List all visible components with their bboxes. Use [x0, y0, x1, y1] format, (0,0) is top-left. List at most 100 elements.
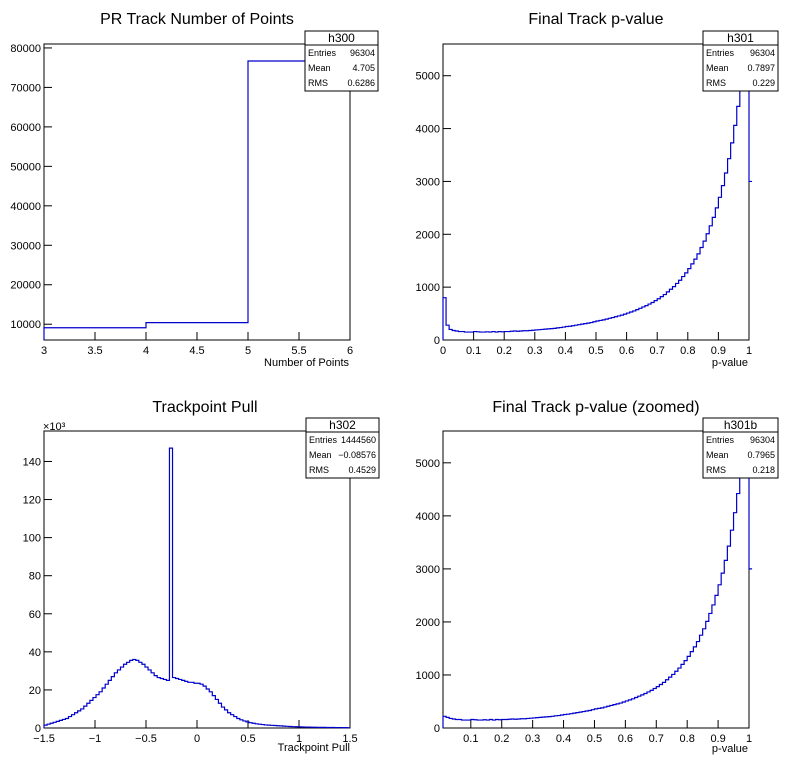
y-tick-label: 5000 — [416, 71, 440, 83]
y-tick-label: 20 — [29, 685, 41, 697]
histogram-line — [43, 60, 350, 340]
y-tick-label: 1000 — [416, 282, 440, 294]
x-tick-label: 0.7 — [649, 733, 664, 745]
x-tick-label: 0.5 — [587, 733, 602, 745]
x-tick-label: 4 — [143, 345, 149, 357]
stats-label: RMS — [309, 465, 329, 475]
y-tick-label: 0 — [434, 335, 440, 347]
y-tick-label: 140 — [23, 456, 41, 468]
x-tick-label: 4.5 — [189, 345, 204, 357]
y-tick-label: 50000 — [10, 161, 41, 173]
stats-label: RMS — [706, 465, 726, 475]
stats-box — [305, 417, 380, 479]
stats-value: 4.705 — [352, 63, 375, 73]
x-tick-label: 0.3 — [525, 733, 540, 745]
panel-trackpoint-pull: Trackpoint Pull −1.5 −1 −0.5 0 0.5 1 1.5 0 20 40 6… — [23, 399, 380, 754]
chart-title: PR Track Number of Points — [100, 11, 294, 28]
x-tick-label: 3.5 — [87, 345, 102, 357]
x-tick-label: 0.1 — [466, 345, 481, 357]
stats-name: h301b — [724, 418, 758, 432]
x-tick-label: 0.3 — [527, 345, 542, 357]
panel-pr-track-number-of-points: PR Track Number of Points 3 3.5 4 4.5 5 5.5 6 1… — [10, 11, 379, 369]
y-tick-label: 4000 — [416, 511, 440, 523]
stats-label: Entries — [308, 48, 337, 58]
chart-title: Final Track p-value — [528, 11, 663, 28]
y-tick-label: 60 — [29, 609, 41, 621]
stats-value: 0.229 — [752, 78, 775, 88]
stats-label: Entries — [706, 435, 735, 445]
x-tick-label: 0.6 — [618, 733, 633, 745]
x-tick-label: 0 — [440, 345, 446, 357]
plot-frame — [43, 43, 351, 341]
y-tick-label: 3000 — [416, 564, 440, 576]
x-tick-label: −1 — [89, 733, 102, 745]
panel-final-track-p-value-zoomed: Final Track p-value (zoomed) 0.1 0.2 0.3 0.… — [416, 399, 779, 755]
y-tick-label: 4000 — [416, 124, 440, 136]
y-tick-label: 40000 — [10, 201, 41, 213]
stats-value: 96304 — [350, 48, 375, 58]
stats-value: 0.218 — [752, 465, 775, 475]
x-tick-label: 1.5 — [342, 733, 357, 745]
stats-name: h302 — [329, 418, 356, 432]
x-tick-label: −1.5 — [33, 733, 55, 745]
stats-label: Mean — [706, 450, 729, 460]
y-tick-label: 5000 — [416, 458, 440, 470]
x-tick-label: 0.9 — [711, 345, 726, 357]
x-tick-label: 0 — [194, 733, 200, 745]
x-tick-label: 6 — [347, 345, 353, 357]
panel-final-track-p-value: Final Track p-value 0 0.1 0.2 0.3 0.4 0.5 0.6 0… — [416, 11, 779, 369]
x-tick-label: 0.1 — [463, 733, 478, 745]
y-tick-label: 120 — [23, 495, 41, 507]
stats-box — [702, 30, 779, 92]
histogram-line — [43, 447, 350, 729]
x-axis-label: p-value — [712, 743, 748, 755]
y-tick-label: 10000 — [10, 319, 41, 331]
x-tick-label: 0.6 — [619, 345, 634, 357]
x-tick-label: 0.2 — [497, 345, 512, 357]
stats-value: 0.7965 — [747, 450, 775, 460]
stats-value: 96304 — [750, 48, 775, 58]
y-tick-label: 30000 — [10, 240, 41, 252]
y-tick-label: 1000 — [416, 670, 440, 682]
y-tick-label: 100 — [23, 533, 41, 545]
stats-name: h301 — [727, 31, 754, 45]
y-tick-label: 70000 — [10, 82, 41, 94]
chart-title: Trackpoint Pull — [152, 399, 257, 416]
x-tick-label: 1 — [746, 733, 752, 745]
x-tick-label: 0.5 — [240, 733, 255, 745]
stats-label: Mean — [706, 63, 729, 73]
x-tick-label: 0.5 — [588, 345, 603, 357]
x-tick-label: 5 — [245, 345, 251, 357]
stats-value: −0.08576 — [338, 450, 376, 460]
x-tick-label: 0.4 — [556, 733, 571, 745]
x-tick-label: 0.2 — [494, 733, 509, 745]
stats-label: Entries — [309, 435, 338, 445]
x-axis-label: Trackpoint Pull — [278, 742, 350, 754]
x-tick-label: 0.7 — [650, 345, 665, 357]
y-tick-label: 2000 — [416, 229, 440, 241]
y-tick-label: 80 — [29, 571, 41, 583]
x-tick-label: 1 — [746, 345, 752, 357]
stats-label: RMS — [308, 78, 328, 88]
y-tick-label: 0 — [35, 723, 41, 735]
stats-box — [702, 417, 779, 479]
x-tick-label: 0.4 — [558, 345, 573, 357]
stats-label: Entries — [706, 48, 735, 58]
stats-value: 0.7897 — [747, 63, 775, 73]
stats-box — [304, 30, 379, 92]
y-tick-label: 60000 — [10, 122, 41, 134]
x-tick-label: 0.8 — [680, 345, 695, 357]
y-tick-label: 3000 — [416, 176, 440, 188]
stats-label: Mean — [309, 450, 332, 460]
x-axis-label: Number of Points — [264, 357, 349, 369]
stats-value: 0.6286 — [347, 78, 375, 88]
chart-title: Final Track p-value (zoomed) — [492, 399, 699, 416]
x-tick-label: 0.8 — [680, 733, 695, 745]
y-tick-label: 80000 — [10, 43, 41, 55]
stats-name: h300 — [328, 31, 355, 45]
histogram-line — [442, 430, 753, 728]
x-tick-label: 3 — [41, 345, 47, 357]
x-tick-label: 1 — [296, 733, 302, 745]
stats-value: 1444560 — [341, 435, 376, 445]
